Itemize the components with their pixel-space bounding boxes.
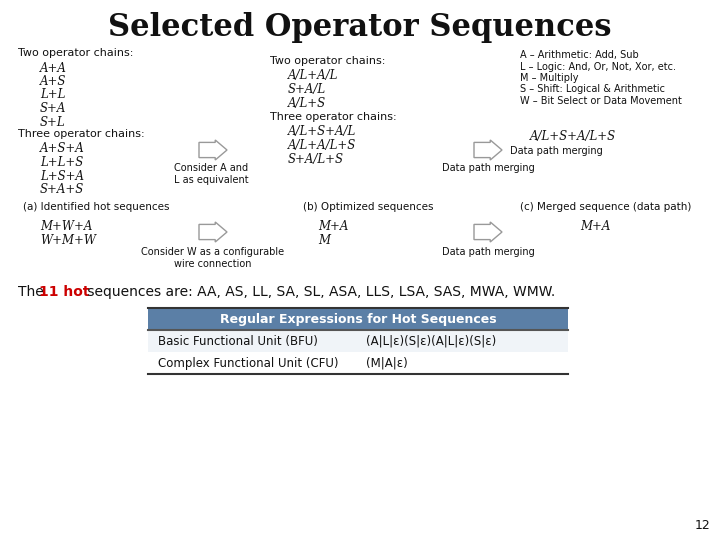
Text: Three operator chains:: Three operator chains: <box>270 112 397 122</box>
Polygon shape <box>199 222 227 242</box>
Text: S+A/L: S+A/L <box>288 83 326 96</box>
Text: L – Logic: And, Or, Not, Xor, etc.: L – Logic: And, Or, Not, Xor, etc. <box>520 62 676 71</box>
Text: Two operator chains:: Two operator chains: <box>270 56 385 66</box>
Text: A/L+A/L: A/L+A/L <box>288 70 338 83</box>
Text: S+L: S+L <box>40 116 66 129</box>
Text: W – Bit Select or Data Movement: W – Bit Select or Data Movement <box>520 96 682 106</box>
Text: Two operator chains:: Two operator chains: <box>18 48 133 58</box>
Text: The: The <box>18 285 48 299</box>
Text: S+A/L+S: S+A/L+S <box>288 152 344 165</box>
Text: A/L+S+A/L: A/L+S+A/L <box>288 125 356 138</box>
Text: S – Shift: Logical & Arithmetic: S – Shift: Logical & Arithmetic <box>520 84 665 94</box>
Text: M+W+A: M+W+A <box>40 220 92 233</box>
Text: L+S+A: L+S+A <box>40 170 84 183</box>
Text: A+S: A+S <box>40 75 66 88</box>
Text: (M|A|ε): (M|A|ε) <box>366 356 408 369</box>
Text: Basic Functional Unit (BFU): Basic Functional Unit (BFU) <box>158 334 318 348</box>
Text: A/L+A/L+S: A/L+A/L+S <box>288 139 356 152</box>
Text: Data path merging: Data path merging <box>510 146 603 156</box>
Text: A+S+A: A+S+A <box>40 143 85 156</box>
FancyBboxPatch shape <box>148 308 568 330</box>
Text: Complex Functional Unit (CFU): Complex Functional Unit (CFU) <box>158 356 338 369</box>
Text: (A|L|ε)(S|ε)(A|L|ε)(S|ε): (A|L|ε)(S|ε)(A|L|ε)(S|ε) <box>366 334 497 348</box>
Text: Consider W as a configurable
wire connection: Consider W as a configurable wire connec… <box>141 247 284 268</box>
Text: Data path merging: Data path merging <box>441 247 534 257</box>
Text: Three operator chains:: Three operator chains: <box>18 129 145 139</box>
Text: S+A+S: S+A+S <box>40 183 84 196</box>
Text: 11 hot: 11 hot <box>39 285 89 299</box>
Text: M: M <box>318 233 330 246</box>
Polygon shape <box>474 140 502 160</box>
Text: sequences are: AA, AS, LL, SA, SL, ASA, LLS, LSA, SAS, MWA, WMW.: sequences are: AA, AS, LL, SA, SL, ASA, … <box>83 285 555 299</box>
Text: 12: 12 <box>694 519 710 532</box>
Text: (a) Identified hot sequences: (a) Identified hot sequences <box>23 202 169 212</box>
Text: M+A: M+A <box>318 220 348 233</box>
Text: Selected Operator Sequences: Selected Operator Sequences <box>108 12 612 43</box>
Text: Data path merging: Data path merging <box>441 163 534 173</box>
Text: W+M+W: W+M+W <box>40 233 96 246</box>
FancyBboxPatch shape <box>148 352 568 374</box>
Polygon shape <box>474 222 502 242</box>
Text: A+A: A+A <box>40 62 67 75</box>
Text: M+A: M+A <box>580 220 611 233</box>
FancyBboxPatch shape <box>148 330 568 352</box>
Text: Consider A and
L as equivalent: Consider A and L as equivalent <box>174 163 248 185</box>
Text: (b) Optimized sequences: (b) Optimized sequences <box>302 202 433 212</box>
Text: S+A: S+A <box>40 102 66 115</box>
Text: A – Arithmetic: Add, Sub: A – Arithmetic: Add, Sub <box>520 50 639 60</box>
Text: (c) Merged sequence (data path): (c) Merged sequence (data path) <box>521 202 692 212</box>
Text: L+L+S: L+L+S <box>40 156 84 169</box>
Text: A/L+S+A/L+S: A/L+S+A/L+S <box>530 130 616 143</box>
Polygon shape <box>199 140 227 160</box>
Text: L+L: L+L <box>40 89 66 102</box>
Text: M – Multiply: M – Multiply <box>520 73 578 83</box>
Text: A/L+S: A/L+S <box>288 97 326 110</box>
Text: Regular Expressions for Hot Sequences: Regular Expressions for Hot Sequences <box>220 313 496 326</box>
